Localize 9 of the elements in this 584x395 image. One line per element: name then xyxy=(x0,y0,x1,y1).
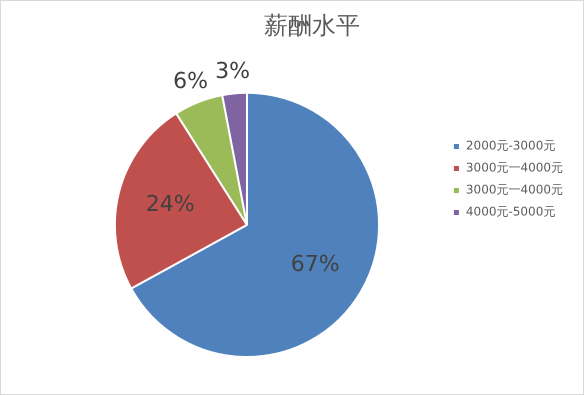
data-label: 3% xyxy=(215,59,250,84)
legend-label: 4000元-5000元 xyxy=(466,204,556,219)
data-label: 67% xyxy=(290,252,340,277)
chart-title: 薪酬水平 xyxy=(264,12,360,40)
legend-label: 3000元一4000元 xyxy=(466,182,563,197)
data-label: 6% xyxy=(173,69,208,94)
legend-label: 2000元-3000元 xyxy=(466,138,556,153)
data-label: 24% xyxy=(146,192,195,217)
legend-label: 3000元一4000元 xyxy=(466,160,563,175)
